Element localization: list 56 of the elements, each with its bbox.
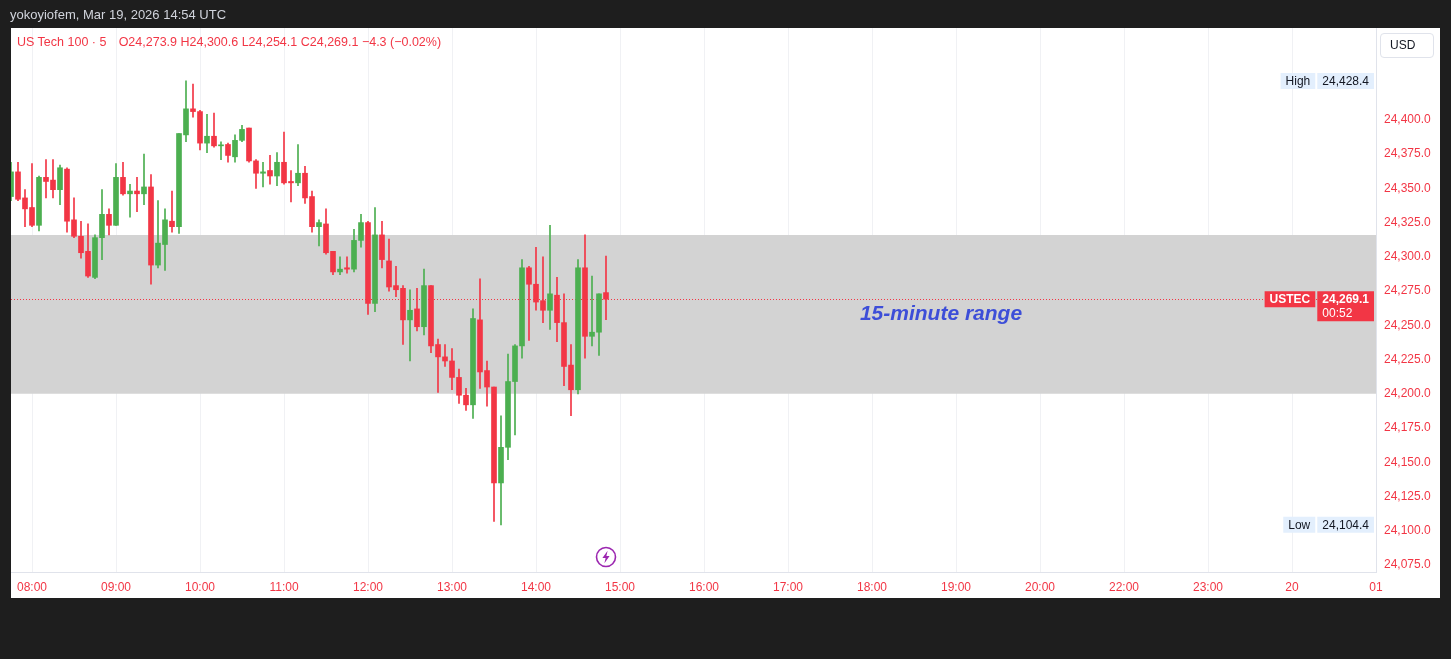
annotation: 00:52 (1322, 305, 1353, 320)
candlestick (134, 177, 140, 212)
y-tick-label: 24,100.0 (1384, 523, 1432, 538)
annotation: Low (1288, 517, 1311, 532)
text: O24,273.9 H24,300.6 L24,254.1 C24,269.1 −4.3 (−0.02%) (118, 35, 442, 50)
y-tick-label: 24,300.0 (1384, 249, 1432, 264)
candlestick (204, 114, 210, 154)
annotation: 24,269.1 (1322, 291, 1370, 306)
candlestick (316, 219, 322, 247)
x-tick-label: 19:00 (940, 579, 972, 594)
x-tick-label: 08:00 (16, 579, 48, 594)
y-tick-label: 24,350.0 (1384, 180, 1432, 195)
y-tick-label: 24,125.0 (1384, 488, 1432, 503)
y-tick-label: 24,175.0 (1384, 420, 1432, 435)
y-tick-label: 24,250.0 (1384, 317, 1432, 332)
y-tick-label: 24,400.0 (1384, 112, 1432, 127)
x-tick-label: 18:00 (856, 579, 888, 594)
ref-line-label: USTEC (1269, 291, 1311, 306)
x-tick-label: 23:00 (1192, 579, 1224, 594)
y-tick-label: 24,200.0 (1384, 386, 1432, 401)
x-tick-label: 10:00 (184, 579, 216, 594)
annotation: High (1285, 73, 1311, 88)
y-axis-title: USD (1380, 33, 1434, 58)
band-label: 15-minute range (859, 301, 1023, 325)
x-tick-label: 16:00 (688, 579, 720, 594)
y-tick-label: 24,150.0 (1384, 454, 1432, 469)
y-tick-label: 24,375.0 (1384, 146, 1432, 161)
x-tick-label: 13:00 (436, 579, 468, 594)
x-tick-label: 11:00 (269, 579, 299, 594)
text: US Tech 100 · 5 (17, 35, 107, 50)
text: yokoyiofem, Mar 19, 2026 14:54 UTC (10, 7, 227, 22)
x-tick-label: 20 (1285, 579, 1299, 594)
candlestick (141, 153, 147, 206)
candlestick (260, 161, 266, 188)
x-tick-label: 15:00 (604, 579, 636, 594)
candlestick (337, 256, 343, 275)
y-tick-label: 24,275.0 (1384, 283, 1432, 298)
candlestick (547, 224, 553, 330)
x-tick-label: 12:00 (352, 579, 384, 594)
y-tick-label: 24,325.0 (1384, 214, 1432, 229)
candlestick (267, 155, 273, 185)
candlestick (295, 144, 301, 186)
x-tick-label: 17:00 (772, 579, 804, 594)
x-tick-label: 20:00 (1024, 579, 1056, 594)
x-tick-label: 01 (1369, 579, 1383, 594)
annotation: 24,104.4 (1322, 517, 1370, 532)
candlestick (344, 256, 350, 274)
y-tick-label: 24,075.0 (1384, 557, 1432, 572)
y-tick-label: 24,225.0 (1384, 351, 1432, 366)
x-tick-label: 09:00 (100, 579, 132, 594)
x-tick-label: 22:00 (1108, 579, 1140, 594)
candlestick (407, 289, 413, 362)
x-tick-label: 14:00 (520, 579, 552, 594)
annotation: 24,428.4 (1322, 73, 1370, 88)
candlestick (169, 190, 175, 233)
candlestick (127, 183, 133, 218)
